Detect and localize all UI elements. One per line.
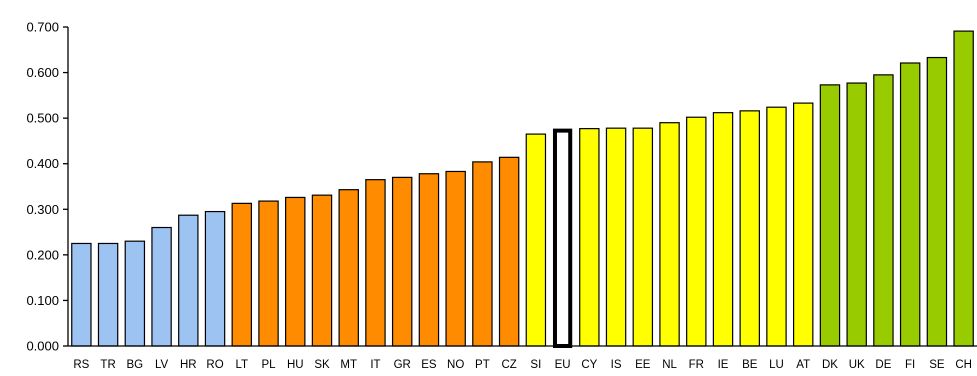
- x-tick-label: RS: [73, 359, 89, 371]
- y-tick-label: 0.600: [26, 65, 59, 80]
- x-tick-label: HR: [180, 359, 197, 371]
- x-tick-label: CZ: [501, 359, 516, 371]
- x-tick-label: SE: [929, 359, 945, 371]
- y-tick-label: 0.200: [26, 247, 59, 262]
- bar-nl: [659, 122, 680, 347]
- x-tick-label: DK: [822, 359, 838, 371]
- x-tick-label: DE: [875, 359, 891, 371]
- x-tick-label: IT: [370, 359, 380, 371]
- y-tick-label: 0.100: [26, 293, 59, 308]
- bar-cy: [579, 128, 600, 347]
- bar-fi: [899, 62, 921, 347]
- bar-lu: [766, 106, 787, 347]
- y-tick-label: 0.000: [26, 339, 59, 354]
- y-tick-label: 0.500: [26, 111, 59, 126]
- bar-rs: [71, 242, 92, 347]
- bar-ch: [953, 30, 974, 347]
- bar-pt: [472, 161, 493, 347]
- x-tick-label: MT: [340, 359, 357, 371]
- bar-ee: [632, 127, 654, 347]
- bars: [71, 30, 974, 348]
- bar-eu: [552, 128, 573, 348]
- x-tick-label: BG: [127, 359, 144, 371]
- x-tick-label: NL: [662, 359, 677, 371]
- x-tick-label: PT: [475, 359, 490, 371]
- x-tick-label: RO: [206, 359, 223, 371]
- x-tick-label: LV: [155, 359, 169, 371]
- x-tick-label: LU: [769, 359, 784, 371]
- bar-bg: [124, 240, 146, 347]
- bar-at: [792, 102, 814, 347]
- x-tick-label: GR: [394, 359, 411, 371]
- x-tick-label: ES: [421, 359, 437, 371]
- bar-uk: [846, 82, 867, 347]
- x-tick-label: PL: [261, 359, 276, 371]
- bar-is: [605, 127, 627, 347]
- x-tick-label: EU: [555, 359, 571, 371]
- bar-pl: [258, 200, 279, 347]
- x-tick-label: CH: [955, 359, 972, 371]
- x-tick-label: AT: [796, 359, 810, 371]
- bar-mt: [338, 189, 359, 347]
- bar-de: [873, 74, 894, 347]
- bar-hu: [285, 196, 306, 347]
- x-tick-label: NO: [447, 359, 464, 371]
- bar-se: [926, 56, 948, 347]
- x-tick-label: IS: [611, 359, 622, 371]
- bar-sk: [311, 194, 333, 347]
- bar-be: [739, 110, 760, 347]
- bar-gr: [391, 176, 413, 347]
- bar-tr: [97, 242, 119, 347]
- bar-lv: [151, 226, 172, 347]
- y-tick-label: 0.300: [26, 202, 59, 217]
- bar-si: [525, 133, 547, 347]
- y-axis: 0.000 0.100 0.200 0.300 0.400 0.500 0.600 0.700: [26, 20, 69, 354]
- bar-ro: [204, 210, 226, 347]
- bar-es: [418, 173, 440, 347]
- x-tick-label: IE: [718, 359, 729, 371]
- x-tick-label: UK: [849, 359, 865, 371]
- bar-cz: [498, 156, 520, 347]
- bar-dk: [819, 84, 841, 347]
- x-tick-label: HU: [287, 359, 304, 371]
- x-tick-label: FR: [689, 359, 704, 371]
- bar-lt: [231, 202, 253, 347]
- bar-ie: [712, 112, 734, 347]
- bar-hr: [178, 214, 199, 347]
- x-tick-label: SK: [314, 359, 330, 371]
- x-tick-label: TR: [100, 359, 115, 371]
- x-axis: RS TR BG LV HR RO LT PL HU SK MT IT GR ES NO PT CZ SI EU CY…: [68, 345, 977, 371]
- x-tick-label: BE: [742, 359, 758, 371]
- y-tick-label: 0.700: [26, 20, 59, 35]
- bar-fr: [686, 116, 707, 347]
- bar-it: [365, 179, 386, 347]
- x-tick-label: EE: [635, 359, 651, 371]
- x-tick-label: LT: [235, 359, 248, 371]
- x-tick-label: SI: [530, 359, 541, 371]
- x-tick-label: CY: [581, 359, 597, 371]
- x-tick-label: FI: [905, 359, 915, 371]
- bar-no: [445, 170, 466, 347]
- y-tick-label: 0.400: [26, 156, 59, 171]
